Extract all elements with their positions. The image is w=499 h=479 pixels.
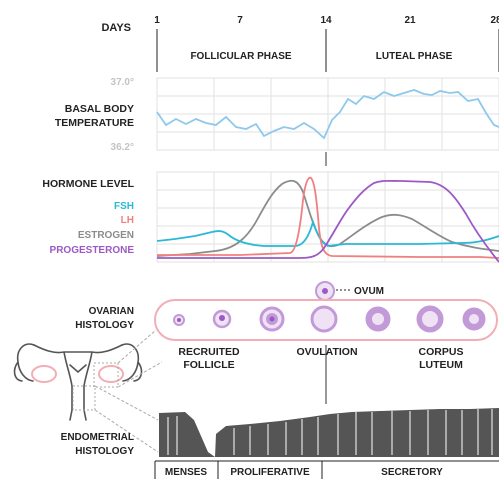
progesterone-line (157, 179, 499, 263)
uterus-illustration (13, 343, 143, 421)
corpus-luteum-line2: LUTEUM (419, 359, 463, 371)
endometrial-label-line2: HISTOLOGY (75, 446, 134, 457)
follicle-secondary (259, 306, 285, 332)
phase-bracket (156, 29, 499, 72)
zoom-guides (94, 329, 163, 453)
ovum-label: OVUM (354, 286, 384, 297)
endometrium-glands (167, 409, 493, 455)
day-tick-14: 14 (320, 15, 332, 26)
temperature-line (156, 89, 499, 140)
fsh-line (156, 219, 499, 247)
hormone-level-label: HORMONE LEVEL (42, 178, 134, 190)
secretory-label: SECRETORY (381, 467, 443, 478)
fsh-legend: FSH (114, 201, 134, 212)
temperature-label-line1: BASAL BODY (65, 103, 134, 115)
proliferative-label: PROLIFERATIVE (230, 467, 310, 478)
left-ovary (31, 365, 57, 383)
follicular-phase-label: FOLLICULAR PHASE (190, 51, 291, 62)
temperature-high-label: 37.0° (111, 77, 134, 88)
ovum (315, 281, 335, 301)
ovulation-label: OVULATION (296, 346, 357, 358)
lh-line (157, 176, 499, 259)
endometrium-band (159, 408, 499, 457)
day-tick-1: 1 (154, 15, 160, 26)
temperature-low-label: 36.2° (111, 142, 134, 153)
day-tick-7: 7 (237, 15, 243, 26)
follicle-recruited (173, 314, 185, 326)
endometrial-label-line1: ENDOMETRIAL (61, 432, 134, 443)
follicle-ovulation (310, 305, 338, 333)
day-tick-21: 21 (404, 15, 416, 26)
corpus-luteum-line1: CORPUS (419, 346, 464, 358)
ovary-outline (154, 299, 498, 341)
ovarian-label-line2: HISTOLOGY (75, 320, 134, 331)
follicle-primary (212, 309, 232, 329)
endometrial-phase-bracket (154, 460, 499, 479)
recruited-follicle-line2: FOLLICLE (183, 359, 234, 371)
temperature-grid (156, 77, 499, 151)
corpus-luteum-regressing (462, 307, 486, 331)
temperature-label-line2: TEMPERATURE (55, 117, 134, 129)
ovarian-label-line1: OVARIAN (89, 306, 134, 317)
endometrium-zoom-box (72, 385, 96, 411)
days-label: DAYS (101, 22, 131, 34)
corpus-luteum (416, 305, 444, 333)
luteal-phase-label: LUTEAL PHASE (376, 51, 453, 62)
progesterone-legend: PROGESTERONE (50, 245, 135, 256)
day-tick-28: 28 (490, 15, 499, 26)
estrogen-legend: ESTROGEN (78, 230, 134, 241)
menses-label: MENSES (165, 467, 208, 478)
corpus-luteum-early (365, 306, 391, 332)
recruited-follicle-line1: RECRUITED (178, 346, 240, 358)
lh-legend: LH (121, 215, 134, 226)
ovary-zoom-box (93, 362, 119, 388)
right-ovary (98, 365, 124, 383)
hormone-grid (156, 171, 499, 263)
